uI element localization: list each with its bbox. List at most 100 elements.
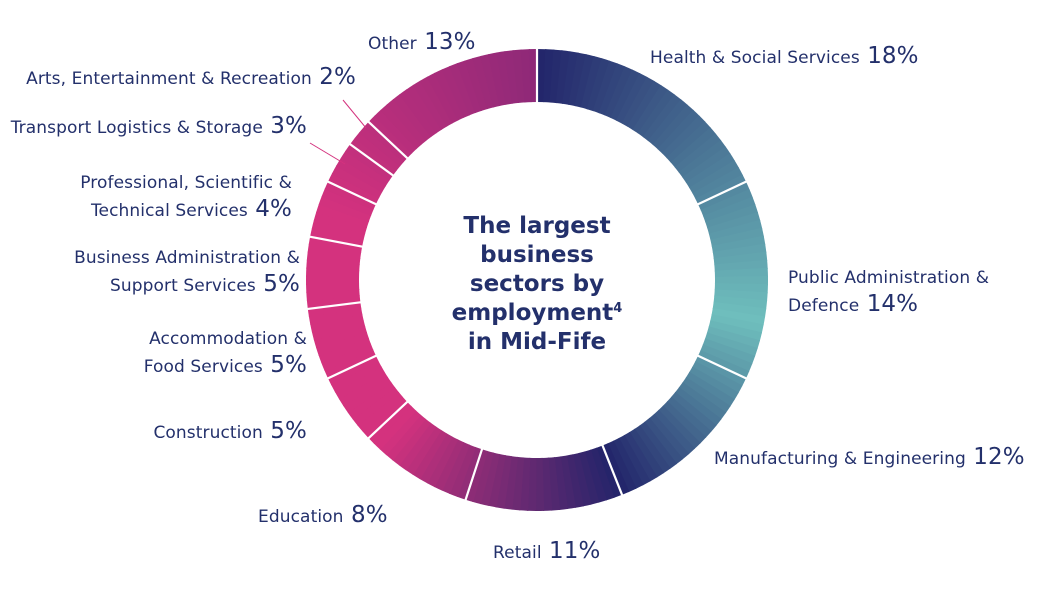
slice-1-segment — [604, 66, 634, 119]
slice-10-segment — [331, 165, 383, 199]
slice-6-segment — [343, 376, 392, 414]
slice-3-segment — [634, 425, 671, 474]
slice-value-7: 5% — [262, 352, 307, 378]
slice-7-segment — [310, 313, 364, 333]
slice-2-segment — [700, 344, 753, 373]
slice-2-segment — [710, 227, 764, 247]
slice-7 — [307, 301, 376, 379]
slice-12-segment — [496, 51, 513, 105]
slice-label-5: Education 8% — [258, 502, 388, 530]
slice-2-segment — [702, 338, 756, 365]
slice-5-segment — [441, 442, 470, 495]
slice-5-segment — [405, 426, 442, 476]
slice-2-segment — [712, 243, 767, 260]
slice-2-segment — [714, 275, 768, 286]
slice-4-segment — [590, 447, 615, 501]
slice-3-segment — [644, 417, 684, 465]
slice-2-segment — [702, 196, 756, 223]
slice-4 — [464, 445, 623, 511]
slice-2-segment — [708, 320, 762, 342]
slice-1-segment — [657, 109, 700, 154]
chart-title-line-5: in Mid-Fife — [467, 329, 607, 355]
slice-3-segment — [692, 361, 743, 394]
slice-1-segment — [586, 58, 611, 112]
slice-3-segment — [685, 371, 735, 407]
slice-6-segment — [357, 391, 404, 433]
slice-5-segment — [392, 418, 432, 466]
slice-separator-5 — [464, 447, 484, 501]
slice-5-segment — [412, 429, 448, 480]
chart-title-line-4-text: employment — [451, 300, 614, 326]
slice-5-segment — [367, 401, 412, 445]
slice-separator-2 — [696, 180, 748, 206]
slice-1-segment — [685, 153, 736, 189]
slice-2-segment — [704, 332, 758, 357]
slice-8-segment — [306, 251, 361, 266]
slice-7-segment — [311, 319, 366, 341]
slice-7-segment — [315, 331, 369, 356]
slice-2-segment — [707, 211, 761, 235]
slice-12-segment — [392, 93, 432, 142]
slice-3-segment — [688, 366, 739, 401]
chart-title-line-3: sectors by — [469, 271, 605, 297]
slice-12-segment — [480, 53, 501, 108]
slice-3-segment — [629, 428, 665, 478]
slice-2-segment — [705, 204, 759, 229]
slice-1-segment — [678, 139, 727, 178]
slice-3 — [601, 355, 747, 496]
slice-12-segment — [472, 55, 495, 110]
slice-3-segment — [653, 409, 696, 455]
slice-1-segment — [610, 69, 641, 121]
slice-3-segment — [648, 413, 690, 460]
slice-label-3: Manufacturing & Engineering 12% — [714, 444, 1025, 472]
slice-label-10: Transport Logistics & Storage 3% — [11, 113, 307, 141]
slice-10 — [327, 143, 394, 205]
slice-3-segment — [639, 421, 678, 470]
slice-7-segment — [321, 343, 374, 372]
slice-3-segment — [670, 391, 717, 433]
slice-separator-3 — [696, 354, 748, 380]
slice-3-segment — [601, 443, 630, 496]
slice-1-segment — [592, 60, 619, 114]
slice-2-segment — [711, 235, 766, 253]
slice-1-segment — [621, 76, 655, 127]
slice-2-segment — [714, 289, 768, 302]
leader-line-10 — [309, 142, 346, 165]
slice-value-4: 11% — [541, 538, 601, 564]
slice-6-segment — [327, 354, 379, 386]
slice-value-6: 5% — [262, 418, 307, 444]
slice-label-4: Retail 11% — [493, 538, 600, 566]
slice-11-segment — [354, 131, 401, 171]
slice-2 — [697, 181, 768, 380]
slice-8-segment — [307, 243, 362, 259]
slice-label-11-line-1: Arts, Entertainment & Recreation 2% — [26, 64, 356, 90]
slice-2-segment — [706, 326, 761, 350]
slice-8 — [306, 235, 363, 309]
slice-6 — [327, 354, 408, 439]
slice-1-segment — [549, 49, 563, 104]
slice-6-segment — [347, 381, 396, 420]
slice-label-1-line-1: Health & Social Services 18% — [650, 43, 919, 69]
slice-label-4-line-1: Retail 11% — [493, 538, 601, 564]
slice-12-segment — [368, 115, 413, 159]
slice-1-segment — [682, 146, 731, 184]
slice-separator-10 — [326, 180, 378, 206]
chart-title-line-4: employment4 — [412, 299, 662, 328]
slice-9-segment — [324, 180, 377, 211]
slice-4-segment — [519, 457, 531, 511]
slice-12-segment — [374, 109, 417, 154]
slice-4-segment — [566, 454, 584, 508]
slice-1-segment — [666, 121, 712, 163]
slice-5-segment — [426, 436, 459, 488]
slice-8-segment — [306, 282, 360, 293]
slice-3-segment — [612, 437, 644, 489]
slice-4-segment — [584, 449, 608, 503]
slice-12-segment — [520, 49, 532, 103]
slice-9-segment — [313, 211, 368, 235]
slice-8-segment — [306, 275, 360, 285]
slice-4-segment — [553, 456, 569, 510]
slice-4-segment — [464, 449, 488, 503]
slice-1-segment — [670, 127, 717, 168]
slice-value-3: 12% — [965, 444, 1025, 470]
slice-label-12: Other 13% — [368, 29, 476, 57]
